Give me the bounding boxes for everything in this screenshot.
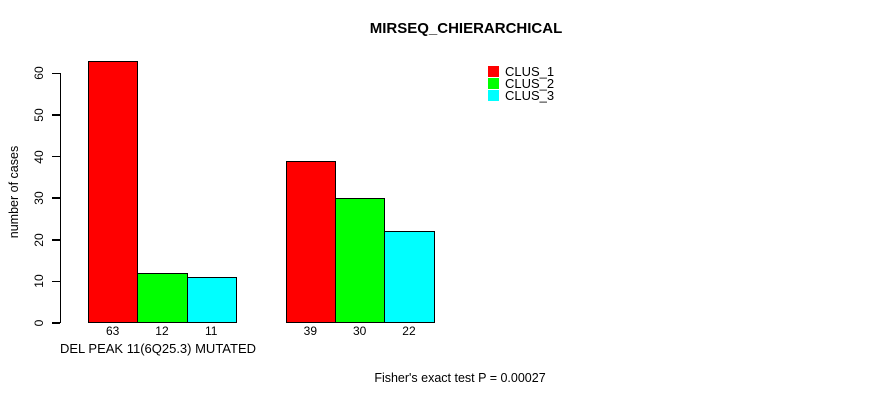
bar-value-label: 63: [105, 324, 120, 338]
y-axis-tick-label: 20: [32, 233, 46, 247]
x-group-label: DEL PEAK 11(6Q25.3) MUTATED: [59, 341, 257, 356]
y-axis-tick: [51, 280, 60, 283]
bar-clus_2-group1: [137, 273, 188, 323]
chart-title: MIRSEQ_CHIERARCHICAL: [369, 20, 563, 37]
y-axis-tick-label: 40: [32, 149, 46, 164]
bar-value-label: 39: [303, 324, 318, 338]
y-axis-tick-label: 0: [32, 319, 46, 327]
bar-value-label: 22: [402, 324, 416, 338]
legend-label: CLUS_3: [505, 87, 555, 103]
bar-value-label: 11: [205, 324, 218, 338]
bar-clus_3-group2: [384, 231, 435, 323]
y-axis-tick-label: 60: [32, 66, 46, 81]
legend-label: CLUS_2: [505, 76, 555, 92]
y-axis-tick-label: 10: [32, 274, 46, 289]
y-axis-line: [59, 73, 61, 323]
legend-label: CLUS_1: [505, 64, 555, 80]
y-axis-tick: [51, 197, 60, 199]
y-axis-tick: [51, 72, 60, 75]
legend-item-clus_3: CLUS_3: [488, 87, 555, 103]
y-axis-tick: [51, 239, 60, 241]
bar-value-label: 30: [352, 324, 367, 338]
y-axis-tick-label: 30: [32, 191, 46, 205]
y-axis-label: number of cases: [7, 145, 21, 239]
legend-swatch-clus_2: [488, 78, 499, 90]
bar-value-label: 12: [155, 324, 169, 338]
bar-clus_2-group2: [335, 198, 386, 323]
y-axis-tick: [51, 114, 60, 116]
legend: CLUS_1 CLUS_2 CLUS_3: [488, 64, 555, 103]
y-axis-tick: [51, 155, 60, 158]
legend-item-clus_1: CLUS_1: [488, 64, 555, 80]
bar-clus_3-group1: [186, 277, 237, 323]
y-axis-tick: [51, 322, 60, 324]
legend-swatch-clus_3: [488, 89, 499, 101]
legend-item-clus_2: CLUS_2: [488, 76, 555, 92]
annotation-text: Fisher's exact test P = 0.00027: [374, 371, 546, 385]
bar-clus_1-group2: [285, 160, 336, 323]
bar-clus_1-group1: [88, 60, 139, 323]
y-axis-tick-label: 50: [32, 108, 46, 122]
legend-swatch-clus_1: [488, 66, 499, 78]
